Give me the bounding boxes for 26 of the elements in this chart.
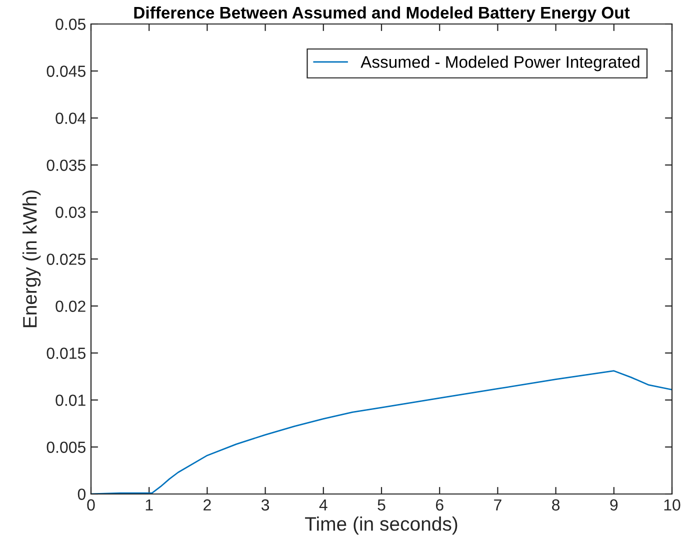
y-tick-label: 0.04 bbox=[56, 112, 86, 124]
y-tick-label: 0.01 bbox=[56, 394, 86, 406]
y-tick-label: 0.02 bbox=[56, 300, 86, 312]
x-tick-label: 8 bbox=[552, 499, 560, 511]
y-tick-label: 0.05 bbox=[56, 18, 86, 30]
x-tick-label: 5 bbox=[378, 499, 386, 511]
x-tick-label: 10 bbox=[664, 499, 680, 511]
chart-title: Difference Between Assumed and Modeled Battery Energy Out bbox=[134, 6, 630, 22]
x-tick-label: 6 bbox=[436, 499, 444, 511]
legend-label: Assumed - Modeled Power Integrated bbox=[360, 56, 640, 72]
x-tick-label: 0 bbox=[87, 499, 95, 511]
x-tick-label: 9 bbox=[610, 499, 618, 511]
x-tick-label: 4 bbox=[319, 499, 328, 510]
x-tick-label: 3 bbox=[261, 499, 270, 511]
y-tick-label: 0 bbox=[78, 488, 86, 500]
y-tick-label: 0.005 bbox=[46, 442, 86, 453]
y-tick-label: 0.03 bbox=[56, 206, 86, 218]
y-tick-label: 0.025 bbox=[46, 254, 86, 265]
y-tick-label: 0.015 bbox=[46, 348, 86, 359]
x-tick-label: 1 bbox=[146, 499, 153, 510]
x-tick-label: 7 bbox=[494, 499, 502, 510]
y-axis-title: Energy (in kWh) bbox=[22, 190, 41, 328]
x-tick-label: 2 bbox=[204, 499, 211, 510]
y-tick-label: 0.045 bbox=[46, 66, 86, 77]
x-axis-title: Time (in seconds) bbox=[305, 516, 458, 535]
y-tick-label: 0.035 bbox=[46, 160, 86, 171]
